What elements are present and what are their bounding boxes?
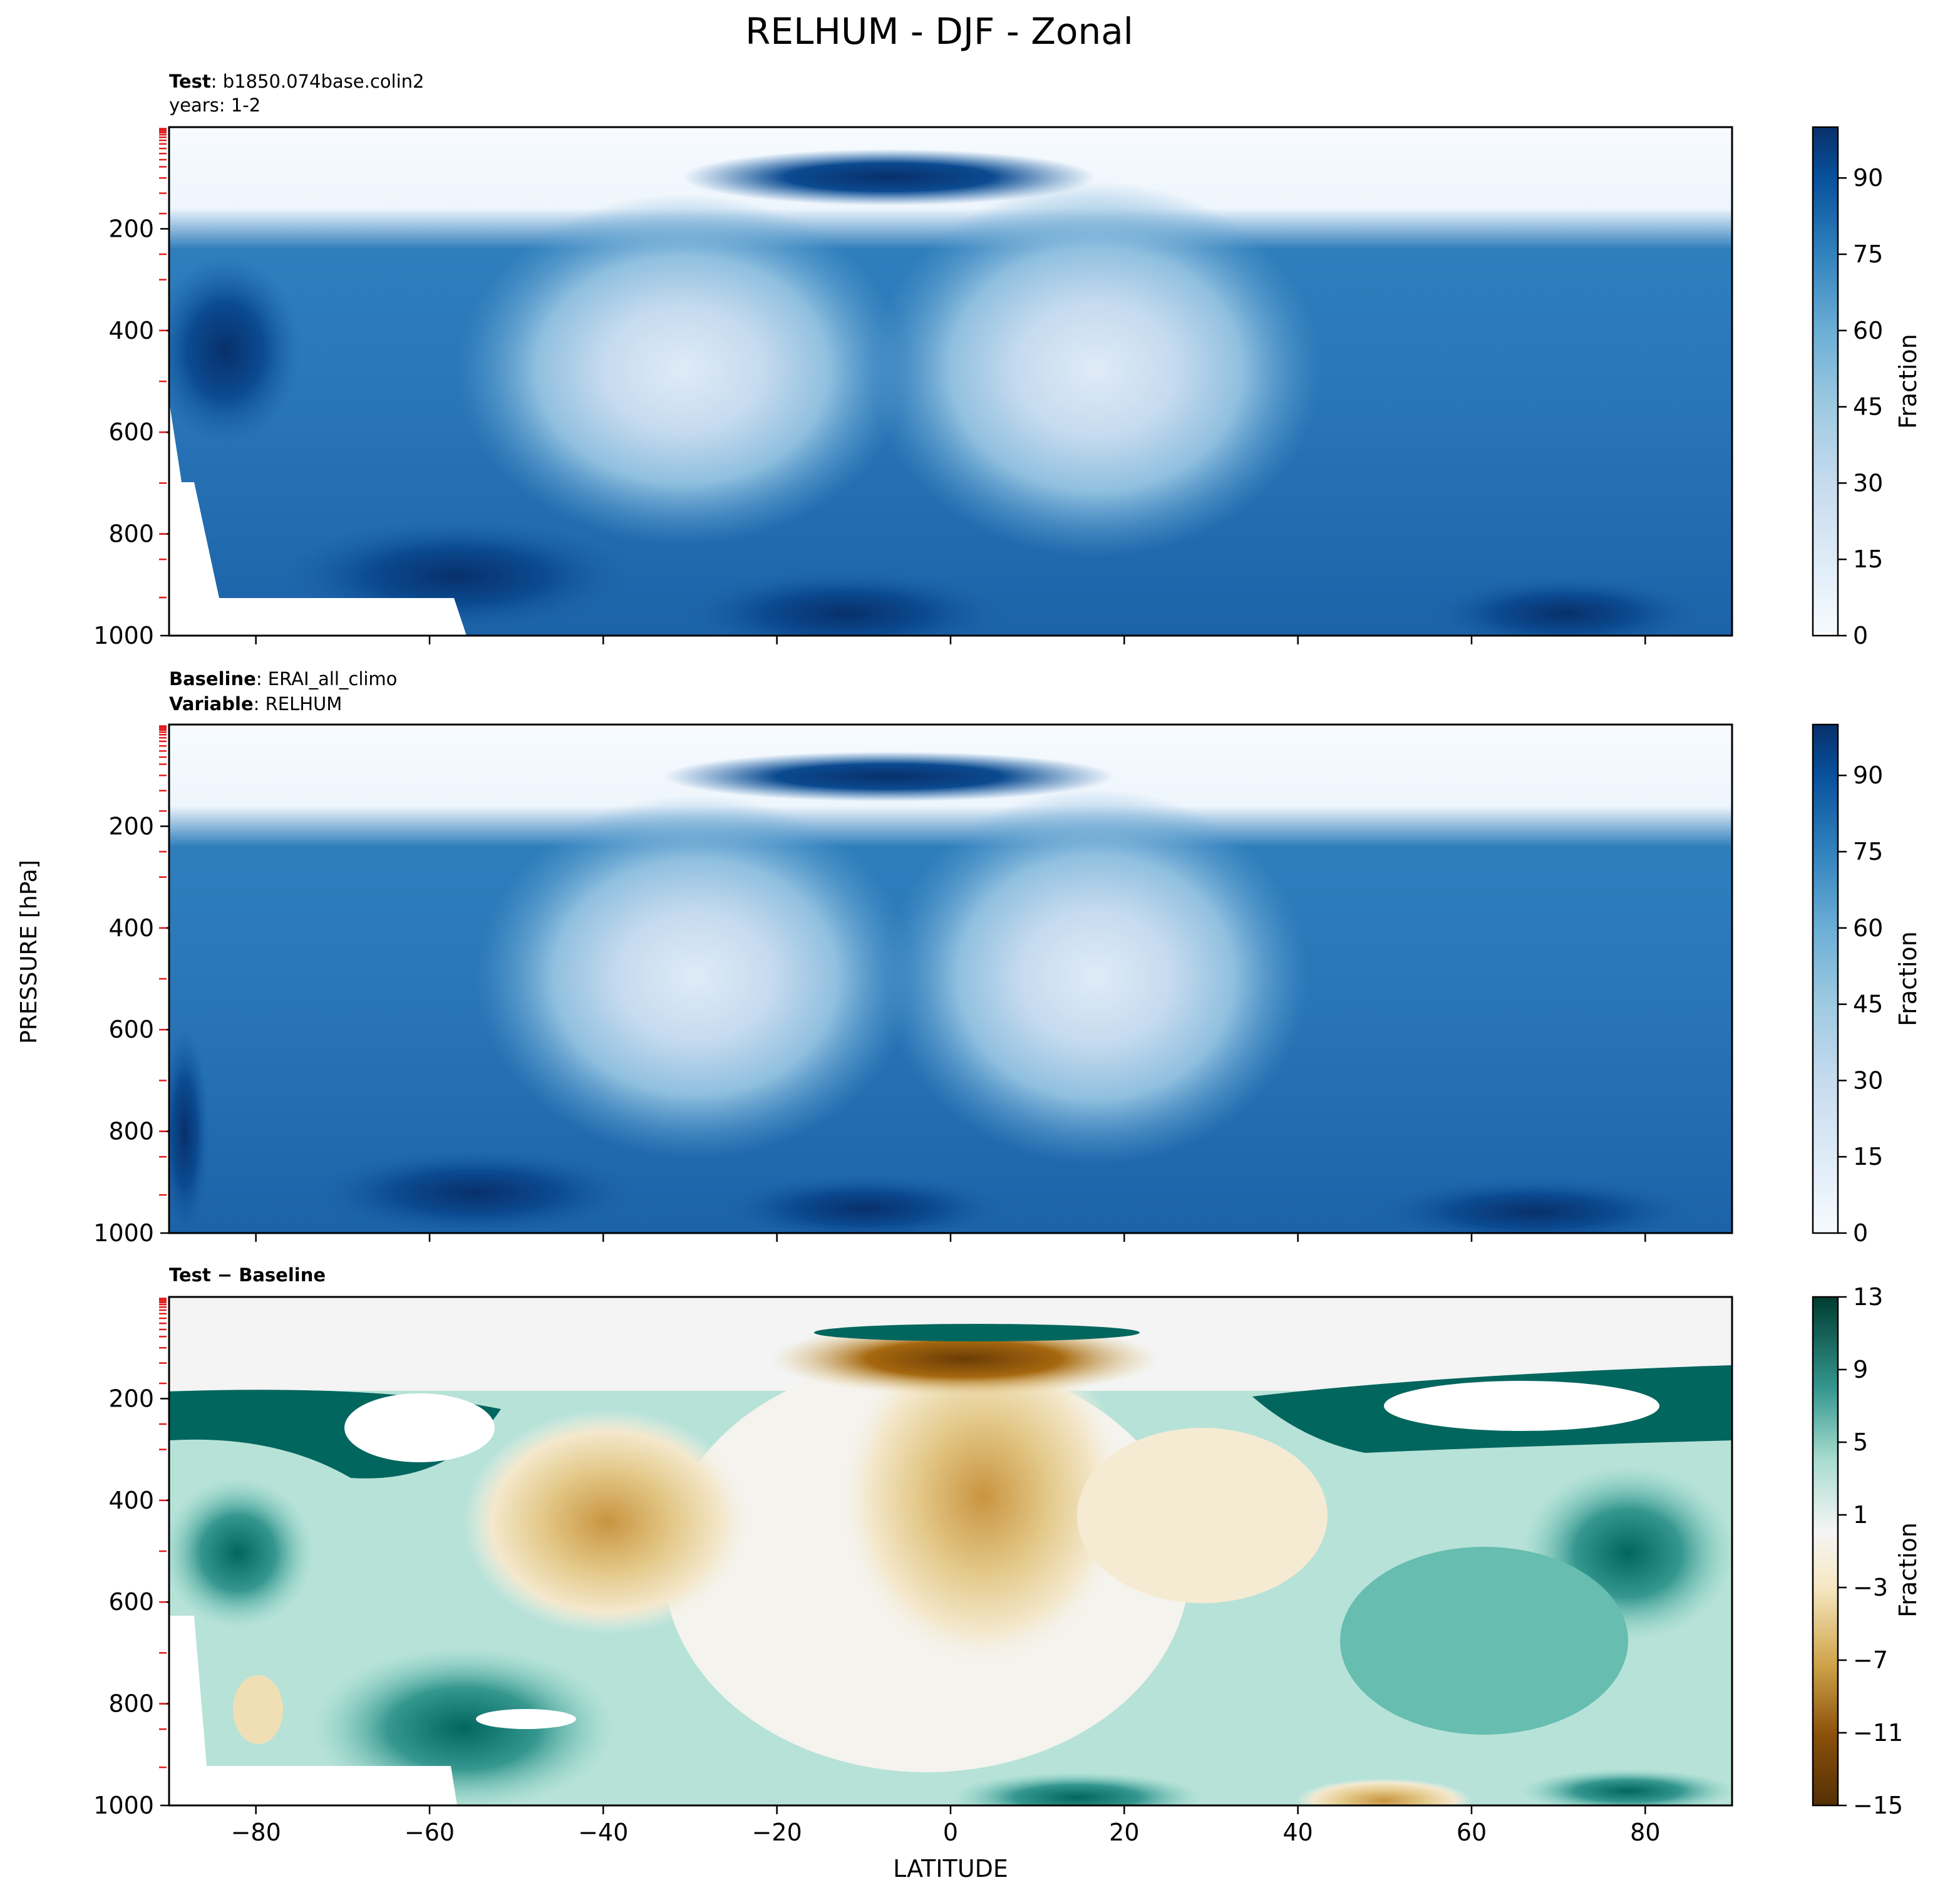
y-tick-label: 200 <box>108 215 154 242</box>
panel-test-field <box>169 127 1732 636</box>
colorbar-tick-label: 45 <box>1853 393 1883 421</box>
colorbar-tick-label: −15 <box>1853 1792 1903 1819</box>
colorbar-tick-label: −3 <box>1853 1574 1888 1601</box>
y-tick-label: 200 <box>108 812 154 840</box>
colorbar-tick-label: 0 <box>1853 622 1868 649</box>
x-tick-label: 40 <box>1282 1819 1313 1846</box>
x-tick-label: 80 <box>1630 1819 1660 1846</box>
shared-y-label: PRESSURE [hPa] <box>16 860 42 1044</box>
panel-baseline-field <box>169 725 1732 1233</box>
panel-baseline-colorbar: 0 15 30 45 60 75 90 Fraction <box>1812 723 1922 1247</box>
panel-baseline-xaxis <box>255 1233 1646 1242</box>
y-tick-label: 600 <box>108 1588 154 1616</box>
y-tick-label: 1000 <box>93 622 154 649</box>
colorbar-tick-label: 75 <box>1853 838 1883 865</box>
panel-test-yaxis: 200 400 600 800 1000 <box>93 215 169 649</box>
colorbar-tick-label: 75 <box>1853 240 1883 268</box>
x-tick-label: −20 <box>752 1819 802 1846</box>
colorbar-tick-label: 60 <box>1853 914 1883 942</box>
panel-baseline-header-1-rest: : ERAI_all_climo <box>256 668 398 689</box>
panel-difference-header-1-bold: Test − Baseline <box>169 1264 326 1286</box>
panel-baseline-header-2-rest: : RELHUM <box>254 693 343 715</box>
panel-difference-xaxis: −80 −60 −40 −20 0 20 40 60 80 <box>231 1805 1661 1846</box>
colorbar-tick-label: 90 <box>1853 762 1883 789</box>
x-tick-label: −40 <box>578 1819 628 1846</box>
x-tick-label: −80 <box>231 1819 281 1846</box>
x-tick-label: 20 <box>1109 1819 1139 1846</box>
panel-test-xaxis <box>255 636 1646 644</box>
panel-difference-level-ticks <box>159 1298 167 1768</box>
y-tick-label: 800 <box>108 520 154 548</box>
x-tick-label: 0 <box>943 1819 958 1846</box>
colorbar-tick-label: 90 <box>1853 164 1883 192</box>
colorbar-tick-label: −7 <box>1853 1646 1888 1674</box>
shared-x-label: LATITUDE <box>893 1855 1008 1882</box>
colorbar-tick-label: 30 <box>1853 469 1883 497</box>
colorbar-tick-label: 15 <box>1853 1143 1883 1170</box>
colorbar-tick-label: 5 <box>1853 1428 1868 1456</box>
x-tick-label: 60 <box>1457 1819 1487 1846</box>
panel-baseline-header-2-bold: Variable <box>169 693 254 715</box>
colorbar-label: Fraction <box>1894 1522 1922 1618</box>
colorbar-tick-label: 0 <box>1853 1219 1868 1247</box>
panel-baseline-header-2: Variable: RELHUM <box>169 693 342 715</box>
x-tick-label: −60 <box>405 1819 455 1846</box>
y-tick-label: 800 <box>108 1118 154 1145</box>
colorbar-tick-label: 9 <box>1853 1356 1868 1383</box>
panel-difference-colorbar: −15 −11 −7 −3 1 5 9 13 Fraction <box>1812 1283 1922 1819</box>
y-tick-label: 400 <box>108 317 154 344</box>
y-tick-label: 600 <box>108 418 154 446</box>
y-tick-label: 800 <box>108 1690 154 1718</box>
panel-test: Test: b1850.074base.colin2 years: 1-2 20… <box>93 71 1922 649</box>
colorbar-tick-label: −11 <box>1853 1719 1903 1747</box>
panel-test-header-1-rest: : b1850.074base.colin2 <box>211 71 425 92</box>
panel-baseline: Baseline: ERAI_all_climo Variable: RELHU… <box>93 668 1922 1247</box>
panel-test-header-1: Test: b1850.074base.colin2 <box>169 71 424 92</box>
panel-difference-yaxis: 200 400 600 800 1000 <box>93 1385 169 1819</box>
panel-test-header-2: years: 1-2 <box>169 95 260 116</box>
figure-title: RELHUM - DJF - Zonal <box>745 10 1133 53</box>
y-tick-label: 400 <box>108 1487 154 1514</box>
y-tick-label: 400 <box>108 914 154 942</box>
y-tick-label: 1000 <box>93 1219 154 1247</box>
colorbar-tick-label: 13 <box>1853 1283 1883 1311</box>
colorbar-tick-label: 1 <box>1853 1501 1868 1529</box>
panel-baseline-header-1-bold: Baseline <box>169 668 256 689</box>
panel-difference: Test − Baseline <box>93 1264 1922 1846</box>
y-tick-label: 200 <box>108 1385 154 1412</box>
panel-difference-header-1: Test − Baseline <box>169 1264 326 1286</box>
colorbar-tick-label: 30 <box>1853 1066 1883 1094</box>
colorbar-tick-label: 45 <box>1853 991 1883 1018</box>
colorbar-label: Fraction <box>1894 931 1922 1026</box>
colorbar-label: Fraction <box>1894 334 1922 429</box>
panel-difference-field <box>169 1297 1732 1805</box>
colorbar-tick-label: 60 <box>1853 317 1883 344</box>
panel-test-colorbar: 0 15 30 45 60 75 90 Fraction <box>1812 126 1922 649</box>
panel-test-header-1-bold: Test <box>169 71 211 92</box>
panel-baseline-header-1: Baseline: ERAI_all_climo <box>169 668 397 689</box>
panel-baseline-yaxis: 200 400 600 800 1000 <box>93 812 169 1247</box>
y-tick-label: 600 <box>108 1016 154 1043</box>
y-tick-label: 1000 <box>93 1792 154 1819</box>
panel-test-level-ticks <box>159 128 167 599</box>
colorbar-tick-label: 15 <box>1853 545 1883 573</box>
panel-baseline-level-ticks <box>159 725 167 1196</box>
